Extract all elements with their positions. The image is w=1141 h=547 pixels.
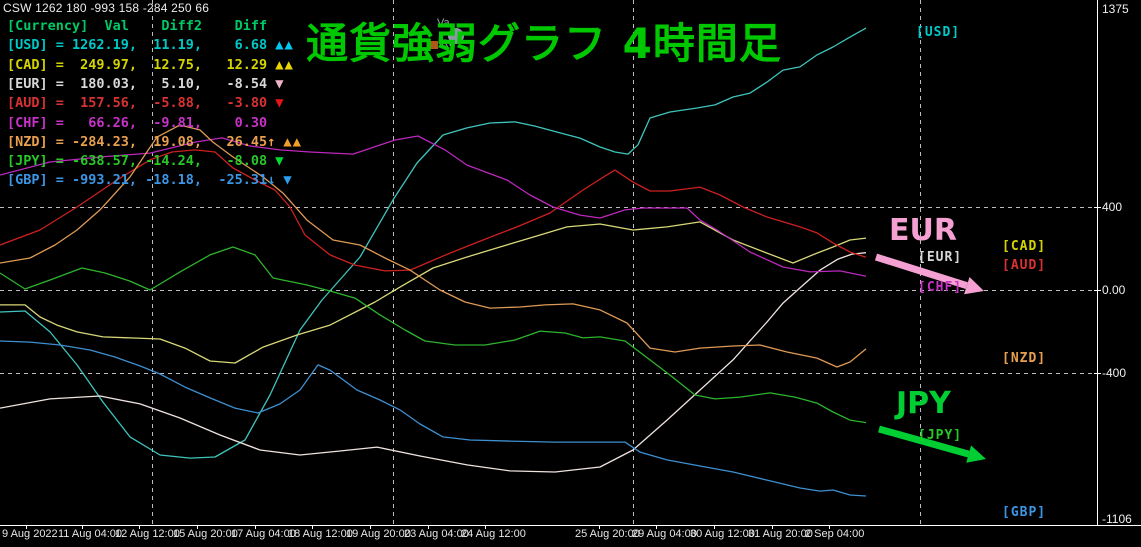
window-title-text: CSW 1262 180 -993 158 -284 250 66 <box>3 1 210 15</box>
legend-row-text-USD: [USD] = 1262.19, 11.19, 6.68 <box>7 37 268 54</box>
date-label-5: 18 Aug 12:00 <box>288 528 353 540</box>
date-label-7: 23 Aug 04:00 <box>404 528 469 540</box>
trend-arrows-NZD-icon: ▲▲ <box>283 133 303 150</box>
legend-row-JPY: [JPY] = -638.57, -14.24, -8.08 ▼ <box>7 152 285 171</box>
annotation-arrow-EUR-shaft[interactable] <box>874 253 968 289</box>
legend-row-USD: [USD] = 1262.19, 11.19, 6.68 ▲▲ <box>7 36 294 55</box>
line-tag-NZD: [NZD] <box>1002 351 1047 366</box>
date-label-0: 9 Aug 2022 <box>2 528 58 540</box>
y-axis-label-400: 400 <box>1102 200 1123 214</box>
currency-legend: [Currency] Val Diff2 Diff [USD] = 1262.1… <box>7 17 301 188</box>
chart-line-NZD <box>0 124 867 368</box>
line-tag-CHF: [CHF] <box>918 280 963 295</box>
chart-line-JPY <box>0 246 867 424</box>
date-label-3: 15 Aug 20:00 <box>173 528 238 540</box>
annotation-arrow-JPY-head[interactable] <box>966 445 986 463</box>
legend-row-text-JPY: [JPY] = -638.57, -14.24, -8.08 <box>7 153 268 170</box>
trend-arrows-CAD-icon: ▲▲ <box>275 56 294 73</box>
legend-row-text-NZD: [NZD] = -284.23, 19.08, 26.45↑ <box>7 133 276 150</box>
date-label-6: 19 Aug 20:00 <box>346 528 411 540</box>
legend-row-text-GBP: [GBP] = -993.21, -18.18, -25.31↓ <box>7 172 276 189</box>
legend-header: [Currency] Val Diff2 Diff <box>7 18 268 34</box>
y-axis-label--400: -400 <box>1102 366 1127 380</box>
trend-arrows-EUR-icon: ▼ <box>275 75 285 92</box>
date-label-1: 11 Aug 04:00 <box>58 528 123 540</box>
annotation-label-JPY: JPY <box>896 386 951 421</box>
legend-row-GBP: [GBP] = -993.21, -18.18, -25.31↓ ▼ <box>7 171 293 190</box>
annotation-arrow-EUR-head[interactable] <box>964 277 984 295</box>
chart-line-AUD <box>0 149 867 272</box>
chart-line-CAD <box>0 221 867 364</box>
annotation-arrow-JPY-shaft[interactable] <box>878 425 970 458</box>
date-label-4: 17 Aug 04:00 <box>231 528 296 540</box>
orange-marker-square <box>430 41 438 49</box>
legend-row-text-CAD: [CAD] = 249.97, 12.75, 12.29 <box>7 56 268 73</box>
date-label-2: 12 Aug 12:00 <box>115 528 180 540</box>
legend-row-CAD: [CAD] = 249.97, 12.75, 12.29 ▲▲ <box>7 56 294 75</box>
line-tag-GBP: [GBP] <box>1002 505 1047 520</box>
y-axis-label--1106: -1106 <box>1102 512 1132 527</box>
date-label-10: 29 Aug 04:00 <box>632 528 697 540</box>
date-label-11: 30 Aug 12:00 <box>690 528 755 540</box>
line-tag-USD: [USD] <box>916 25 961 40</box>
legend-row-NZD: [NZD] = -284.23, 19.08, 26.45↑ ▲▲ <box>7 133 302 152</box>
chart-line-CHF <box>0 135 867 277</box>
trend-arrows-GBP-icon: ▼ <box>283 172 293 189</box>
legend-row-EUR: [EUR] = 180.03, 5.10, -8.54 ▼ <box>7 75 285 94</box>
chart-line-EUR <box>0 252 867 473</box>
line-tag-AUD: [AUD] <box>1002 258 1047 273</box>
trend-arrows-AUD-icon: ▼ <box>275 95 285 112</box>
legend-row-text-EUR: [EUR] = 180.03, 5.10, -8.54 <box>7 75 268 92</box>
line-tag-JPY: [JPY] <box>918 428 963 443</box>
date-label-9: 25 Aug 20:00 <box>575 528 640 540</box>
date-label-8: 24 Aug 12:00 <box>461 528 526 540</box>
line-tag-CAD: [CAD] <box>1002 239 1047 254</box>
hidden-label-fragment-va: Va <box>437 17 450 29</box>
gray-marker-dot <box>448 28 464 44</box>
legend-row-AUD: [AUD] = 157.56, -5.88, -3.80 ▼ <box>7 94 285 113</box>
date-label-13: 2 Sep 04:00 <box>805 528 865 540</box>
annotation-label-EUR: EUR <box>889 213 957 248</box>
y-axis-label-0.00: 0.00 <box>1102 283 1126 297</box>
legend-row-text-AUD: [AUD] = 157.56, -5.88, -3.80 <box>7 95 268 112</box>
y-axis-label-1375: 1375 <box>1102 2 1129 16</box>
chart-line-GBP <box>0 340 867 497</box>
trend-arrows-USD-icon: ▲▲ <box>275 37 294 54</box>
trend-arrows-JPY-icon: ▼ <box>275 153 285 170</box>
legend-row-text-CHF: [CHF] = 66.26, -9.81, 0.30 <box>7 114 268 131</box>
hidden-label-fragment-re: Re <box>441 38 456 50</box>
chart-line-USD <box>0 27 867 459</box>
chart-main-title: 通貨強弱グラフ 4時間足 <box>306 19 782 68</box>
date-label-12: 31 Aug 20:00 <box>748 528 813 540</box>
line-tag-EUR: [EUR] <box>918 250 963 265</box>
legend-row-CHF: [CHF] = 66.26, -9.81, 0.30 <box>7 114 267 133</box>
